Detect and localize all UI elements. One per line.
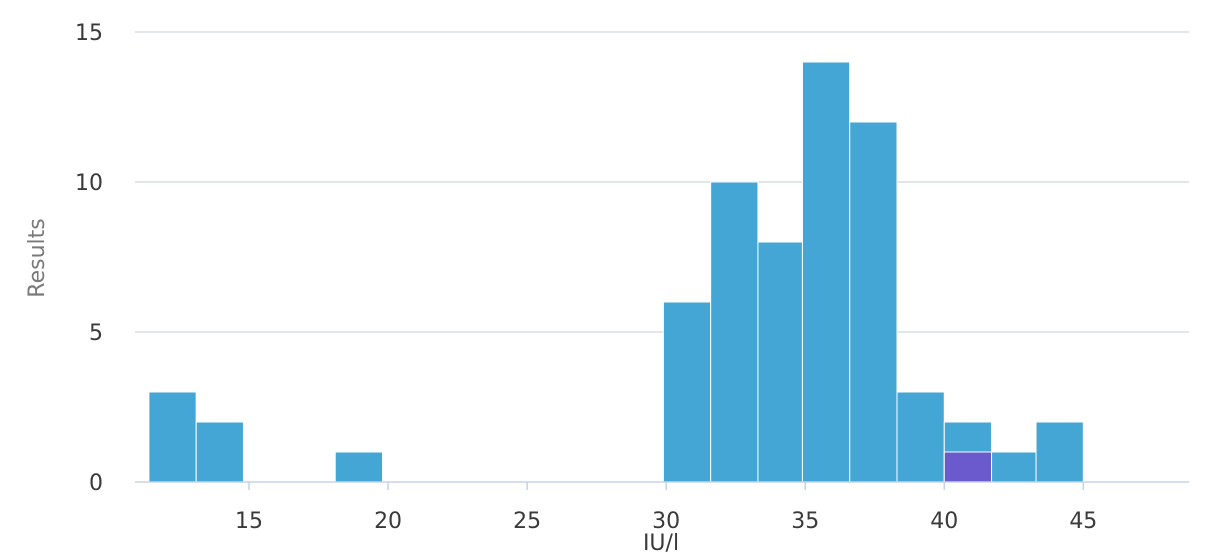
- histogram-bar[interactable]: [1035, 421, 1084, 483]
- y-tick-label: 5: [89, 321, 103, 346]
- y-tick-label: 15: [75, 21, 103, 46]
- x-tick-label: 35: [791, 509, 819, 534]
- x-tick-label: 20: [374, 509, 402, 534]
- x-axis-title: IU/l: [643, 531, 679, 552]
- x-tick-label: 40: [930, 509, 958, 534]
- y-tick-label: 0: [89, 471, 103, 496]
- bars: [148, 61, 1084, 483]
- highlighted-result-bar[interactable]: [943, 451, 993, 483]
- y-axis: 0 5 10 15: [75, 21, 103, 496]
- y-tick-label: 10: [75, 171, 103, 196]
- histogram-bar[interactable]: [662, 301, 712, 483]
- histogram-bar[interactable]: [334, 451, 384, 483]
- x-tick-label: 25: [513, 509, 541, 534]
- x-tick-label: 15: [235, 509, 263, 534]
- y-axis-title: Results: [25, 218, 50, 297]
- histogram-bar[interactable]: [896, 391, 945, 483]
- histogram-bar[interactable]: [801, 61, 851, 483]
- histogram-bar[interactable]: [148, 391, 197, 483]
- x-axis: 15 20 25 30 35 40 45: [135, 481, 1189, 534]
- histogram-bar[interactable]: [849, 121, 898, 483]
- histogram-bar[interactable]: [710, 181, 759, 483]
- x-tick-label: 30: [652, 509, 680, 534]
- x-tick-label: 45: [1069, 509, 1097, 534]
- histogram-bar[interactable]: [757, 241, 803, 483]
- histogram-bar[interactable]: [195, 421, 244, 483]
- gridlines: [135, 31, 1189, 333]
- histogram-bar[interactable]: [991, 451, 1037, 483]
